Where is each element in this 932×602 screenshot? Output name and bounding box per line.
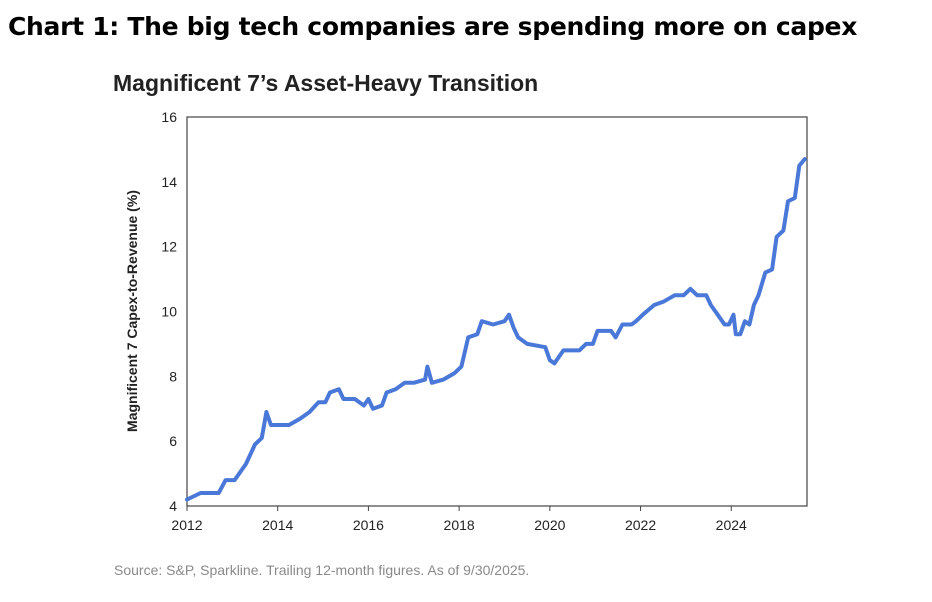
- x-tick-label: 2016: [353, 517, 384, 533]
- x-tick-label: 2020: [534, 517, 565, 533]
- y-tick-label: 6: [169, 433, 177, 449]
- y-axis-label: Magnificent 7 Capex-to-Revenue (%): [124, 190, 140, 432]
- y-tick-label: 16: [161, 109, 177, 125]
- x-tick-label: 2018: [444, 517, 475, 533]
- plot-frame: [186, 116, 808, 507]
- x-tick-label: 2022: [625, 517, 656, 533]
- x-tick-label: 2014: [262, 517, 293, 533]
- x-tick-label: 2012: [171, 517, 202, 533]
- source-note: Source: S&P, Sparkline. Trailing 12-mont…: [114, 562, 530, 578]
- chart-title: Magnificent 7’s Asset-Heavy Transition: [113, 70, 539, 96]
- x-tick-label: 2024: [716, 517, 747, 533]
- y-tick-label: 4: [169, 498, 177, 514]
- y-tick-label: 12: [161, 239, 177, 255]
- y-tick-label: 14: [161, 174, 177, 190]
- figure-heading: Chart 1: The big tech companies are spen…: [8, 12, 858, 41]
- series-line: [185, 157, 807, 502]
- y-tick-label: 8: [169, 368, 177, 384]
- y-tick-label: 10: [161, 304, 177, 320]
